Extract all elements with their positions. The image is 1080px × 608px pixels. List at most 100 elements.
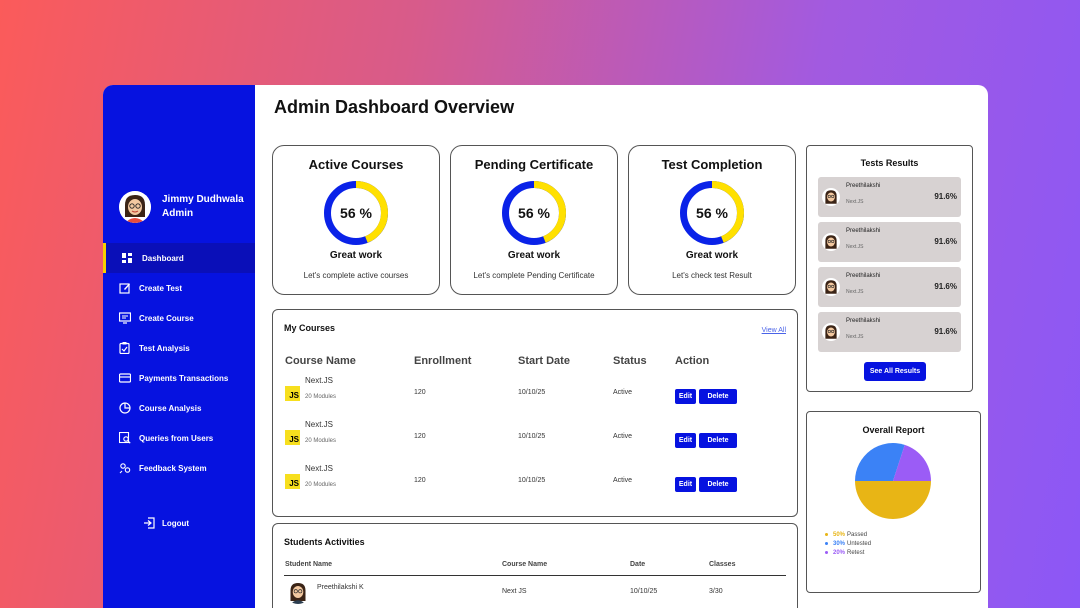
- section-title: Students Activities: [284, 537, 365, 547]
- legend-label: Retest: [847, 549, 865, 556]
- edit-button[interactable]: Edit: [675, 389, 696, 404]
- sidebar-item-label: Create Course: [139, 313, 194, 323]
- dashboard-window: Jimmy Dudhwala Admin Dashboard Create Te…: [103, 85, 988, 608]
- stat-caption: Great work: [507, 250, 561, 261]
- js-logo-icon: JS: [285, 430, 300, 445]
- course-modules: 20 Modules: [305, 438, 337, 444]
- donut-chart: 56 %: [323, 180, 389, 246]
- avatar: [822, 188, 840, 206]
- sidebar-item-create-course[interactable]: Create Course: [103, 303, 255, 333]
- classes: 3/30: [709, 588, 723, 595]
- legend-item: 20% Retest: [825, 548, 871, 557]
- search-doc-icon: [118, 432, 131, 445]
- donut-chart: 56 %: [679, 180, 745, 246]
- sidebar-item-test-analysis[interactable]: Test Analysis: [103, 333, 255, 363]
- column-header: Classes: [709, 561, 736, 568]
- profile[interactable]: Jimmy Dudhwala Admin: [119, 191, 244, 223]
- student-name: Preethilakshi: [846, 183, 881, 189]
- divider: [284, 575, 786, 576]
- logout-icon: [143, 517, 155, 529]
- stat-title: Pending Certificate: [474, 157, 594, 172]
- view-all-link[interactable]: View All: [761, 327, 786, 334]
- logout-button[interactable]: Logout: [143, 517, 189, 529]
- sidebar-item-queries[interactable]: Queries from Users: [103, 423, 255, 453]
- table-row: JS Next.JS 20 Modules 120 10/10/25 Activ…: [273, 464, 799, 504]
- stat-title: Test Completion: [661, 157, 763, 172]
- start-date: 10/10/25: [518, 433, 546, 440]
- course-name: Next JS: [502, 588, 527, 595]
- avatar: [286, 580, 310, 604]
- sidebar-item-label: Course Analysis: [139, 403, 202, 413]
- stat-card-active-courses: Active Courses 56 % Great work Let's com…: [272, 145, 440, 295]
- sidebar-item-label: Payments Transactions: [139, 373, 229, 383]
- donut-progress-arc: [502, 181, 566, 245]
- edit-icon: [118, 282, 131, 295]
- stat-caption: Great work: [329, 250, 383, 261]
- pie-slice-retest: [893, 444, 931, 481]
- sidebar-item-dashboard[interactable]: Dashboard: [103, 243, 255, 273]
- score: 91.6%: [934, 282, 957, 291]
- pie-slice-untested: [855, 443, 905, 481]
- start-date: 10/10/25: [518, 477, 546, 484]
- column-header: Date: [630, 561, 646, 568]
- sidebar-item-label: Queries from Users: [139, 433, 214, 443]
- js-logo-icon: JS: [285, 386, 300, 401]
- profile-role: Admin: [162, 208, 194, 219]
- enrollment: 120: [414, 389, 426, 396]
- section-title: My Courses: [284, 323, 336, 333]
- clipboard-icon: [118, 342, 131, 355]
- legend-percent: 30%: [833, 540, 846, 547]
- course-name: Next.JS: [846, 199, 864, 205]
- result-item[interactable]: Preethilakshi Next.JS 91.6%: [818, 312, 961, 352]
- legend-percent: 50%: [833, 531, 846, 538]
- course-modules: 20 Modules: [305, 482, 337, 488]
- column-header: Action: [675, 355, 710, 367]
- table-row: JS Next.JS 20 Modules 120 10/10/25 Activ…: [273, 376, 799, 416]
- column-header: Course Name: [285, 355, 356, 367]
- monitor-icon: [118, 312, 131, 325]
- legend-item: 30% Untested: [825, 539, 871, 548]
- status: Active: [613, 433, 633, 440]
- course-name: Next.JS: [846, 244, 864, 250]
- see-all-results-button[interactable]: See All Results: [864, 362, 926, 381]
- sidebar-item-label: Dashboard: [142, 253, 184, 263]
- section-title: Overall Report: [862, 425, 925, 435]
- column-header: Status: [613, 355, 647, 367]
- column-header: Course Name: [502, 561, 548, 568]
- donut-value: 56 %: [340, 205, 372, 221]
- legend-dot: [825, 551, 828, 554]
- edit-button[interactable]: Edit: [675, 477, 696, 492]
- delete-button[interactable]: Delete: [699, 389, 737, 404]
- score: 91.6%: [934, 237, 957, 246]
- result-item[interactable]: Preethilakshi Next.JS 91.6%: [818, 177, 961, 217]
- course-name: Next.JS: [305, 376, 334, 385]
- sidebar-item-payments[interactable]: Payments Transactions: [103, 363, 255, 393]
- legend-percent: 20%: [833, 549, 846, 556]
- avatar: [119, 191, 151, 223]
- score: 91.6%: [934, 327, 957, 336]
- section-title: Tests Results: [860, 158, 919, 168]
- sidebar-nav: Dashboard Create Test Create Course Test…: [103, 243, 255, 483]
- sidebar-item-label: Feedback System: [139, 463, 207, 473]
- pie-slice-passed: [855, 481, 931, 519]
- students-activities-card: Students Activities Student Name Course …: [272, 523, 798, 608]
- sidebar-item-create-test[interactable]: Create Test: [103, 273, 255, 303]
- result-item[interactable]: Preethilakshi Next.JS 91.6%: [818, 267, 961, 307]
- donut-chart: 56 %: [501, 180, 567, 246]
- my-courses-card: My Courses View All Course Name Enrollme…: [272, 309, 798, 517]
- chart-legend: 50% Passed 30% Untested 20% Retest: [825, 530, 871, 557]
- delete-button[interactable]: Delete: [699, 477, 737, 492]
- result-item[interactable]: Preethilakshi Next.JS 91.6%: [818, 222, 961, 262]
- sidebar-item-course-analysis[interactable]: Course Analysis: [103, 393, 255, 423]
- stat-card-pending-certificate: Pending Certificate 56 % Great work Let'…: [450, 145, 618, 295]
- delete-button[interactable]: Delete: [699, 433, 737, 448]
- logout-label: Logout: [162, 518, 190, 528]
- sidebar-item-feedback[interactable]: Feedback System: [103, 453, 255, 483]
- pie-chart: [855, 443, 931, 519]
- score: 91.6%: [934, 192, 957, 201]
- stat-subtext: Let's check test Result: [672, 271, 752, 280]
- edit-button[interactable]: Edit: [675, 433, 696, 448]
- student-name: Preethilakshi: [846, 318, 881, 324]
- dashboard-icon: [121, 252, 134, 265]
- legend-label: Untested: [847, 540, 872, 547]
